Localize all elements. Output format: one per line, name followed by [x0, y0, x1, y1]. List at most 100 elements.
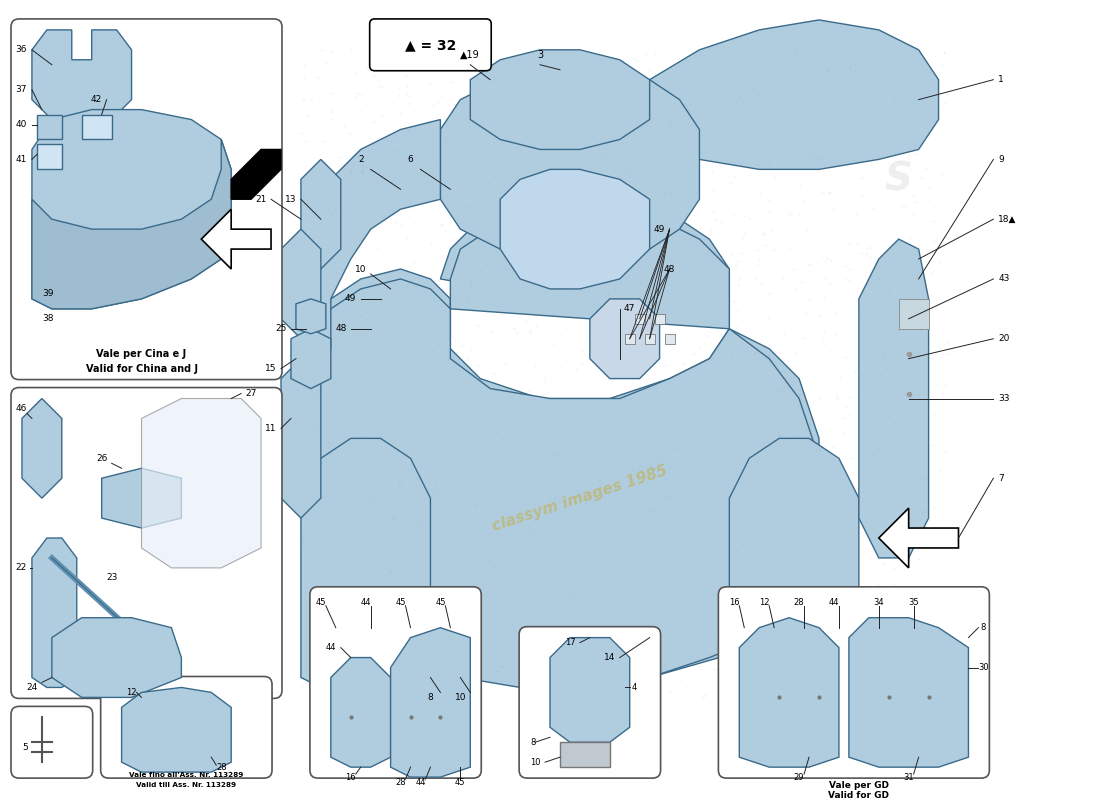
Text: ▲19: ▲19 — [461, 50, 481, 60]
Text: 18▲: 18▲ — [999, 214, 1016, 224]
Text: 12: 12 — [759, 598, 770, 607]
Text: 45: 45 — [436, 598, 446, 607]
Polygon shape — [739, 618, 839, 767]
Polygon shape — [664, 334, 674, 344]
Text: 45: 45 — [395, 598, 406, 607]
Text: 13: 13 — [285, 194, 297, 204]
Text: 46: 46 — [15, 404, 26, 413]
Text: 25: 25 — [275, 324, 287, 334]
Polygon shape — [899, 299, 928, 329]
Text: 24: 24 — [26, 683, 37, 692]
Text: 8: 8 — [981, 623, 986, 632]
Polygon shape — [590, 299, 660, 378]
Text: 20: 20 — [999, 334, 1010, 343]
Text: 42: 42 — [91, 95, 102, 104]
Polygon shape — [849, 618, 968, 767]
Polygon shape — [625, 334, 635, 344]
Text: 31: 31 — [903, 773, 914, 782]
Text: 16: 16 — [345, 773, 356, 782]
Polygon shape — [32, 30, 132, 119]
Text: 44: 44 — [828, 598, 839, 607]
Polygon shape — [301, 438, 430, 698]
Text: 11: 11 — [265, 424, 277, 433]
Polygon shape — [859, 239, 928, 558]
Text: 28: 28 — [395, 778, 406, 786]
Text: 6: 6 — [408, 155, 414, 164]
Text: 47: 47 — [624, 304, 636, 314]
Text: 10: 10 — [530, 758, 540, 766]
Polygon shape — [645, 334, 654, 344]
Polygon shape — [37, 145, 62, 170]
Text: ▲ = 32: ▲ = 32 — [405, 38, 456, 52]
Text: 28: 28 — [216, 762, 227, 772]
Text: 35: 35 — [909, 598, 918, 607]
Text: 45: 45 — [316, 598, 326, 607]
Polygon shape — [440, 70, 700, 259]
Polygon shape — [37, 114, 62, 139]
Polygon shape — [879, 508, 958, 568]
Text: 29: 29 — [794, 773, 804, 782]
Text: 41: 41 — [15, 155, 26, 164]
Text: 26: 26 — [96, 454, 108, 462]
Polygon shape — [122, 687, 231, 772]
Polygon shape — [729, 438, 859, 698]
Polygon shape — [201, 210, 271, 269]
Text: 39: 39 — [42, 290, 54, 298]
Text: 17: 17 — [564, 638, 575, 647]
Text: 16: 16 — [729, 598, 739, 607]
Polygon shape — [311, 119, 440, 349]
Text: Vale per GD: Vale per GD — [829, 781, 889, 790]
Text: 48: 48 — [336, 324, 346, 334]
FancyBboxPatch shape — [718, 587, 989, 778]
FancyBboxPatch shape — [370, 19, 492, 70]
Text: 30: 30 — [978, 663, 989, 672]
Text: Valid till Ass. Nr. 113289: Valid till Ass. Nr. 113289 — [136, 782, 236, 788]
Text: 5: 5 — [22, 742, 28, 752]
Polygon shape — [550, 638, 629, 742]
Text: 15: 15 — [265, 364, 277, 373]
Text: 49: 49 — [345, 294, 356, 303]
Text: 49: 49 — [653, 225, 666, 234]
Text: 12: 12 — [126, 688, 136, 697]
FancyBboxPatch shape — [519, 626, 661, 778]
Polygon shape — [635, 314, 645, 324]
FancyBboxPatch shape — [11, 19, 282, 379]
Text: 40: 40 — [15, 120, 26, 129]
Polygon shape — [32, 538, 77, 687]
Text: 23: 23 — [106, 574, 118, 582]
Polygon shape — [231, 150, 280, 199]
Polygon shape — [654, 314, 664, 324]
FancyBboxPatch shape — [310, 587, 482, 778]
Polygon shape — [52, 618, 182, 698]
Text: FERRARI: FERRARI — [776, 105, 923, 134]
Text: 36: 36 — [15, 46, 26, 54]
Text: 28: 28 — [794, 598, 804, 607]
Polygon shape — [280, 358, 321, 518]
Polygon shape — [301, 159, 341, 269]
Text: 1: 1 — [999, 75, 1004, 84]
Text: Vale per Cina e J: Vale per Cina e J — [97, 349, 187, 358]
Text: 7: 7 — [999, 474, 1004, 482]
Polygon shape — [292, 329, 331, 389]
Text: 45: 45 — [455, 778, 465, 786]
FancyBboxPatch shape — [101, 677, 272, 778]
Text: 44: 44 — [326, 643, 337, 652]
Polygon shape — [296, 299, 326, 334]
Polygon shape — [101, 468, 182, 528]
Polygon shape — [390, 628, 471, 777]
Text: 38: 38 — [42, 314, 54, 323]
Polygon shape — [81, 114, 111, 139]
Text: 9: 9 — [999, 155, 1004, 164]
Polygon shape — [560, 742, 609, 767]
Text: 43: 43 — [999, 274, 1010, 283]
Polygon shape — [22, 398, 62, 498]
Text: 14: 14 — [604, 653, 616, 662]
Text: Valid for GD: Valid for GD — [828, 790, 890, 799]
Text: 27: 27 — [245, 389, 256, 398]
Polygon shape — [280, 229, 321, 338]
Polygon shape — [142, 398, 261, 568]
Text: classym images 1985: classym images 1985 — [491, 462, 670, 534]
Polygon shape — [629, 20, 938, 170]
Text: 2: 2 — [358, 155, 363, 164]
Text: 22: 22 — [15, 563, 26, 572]
